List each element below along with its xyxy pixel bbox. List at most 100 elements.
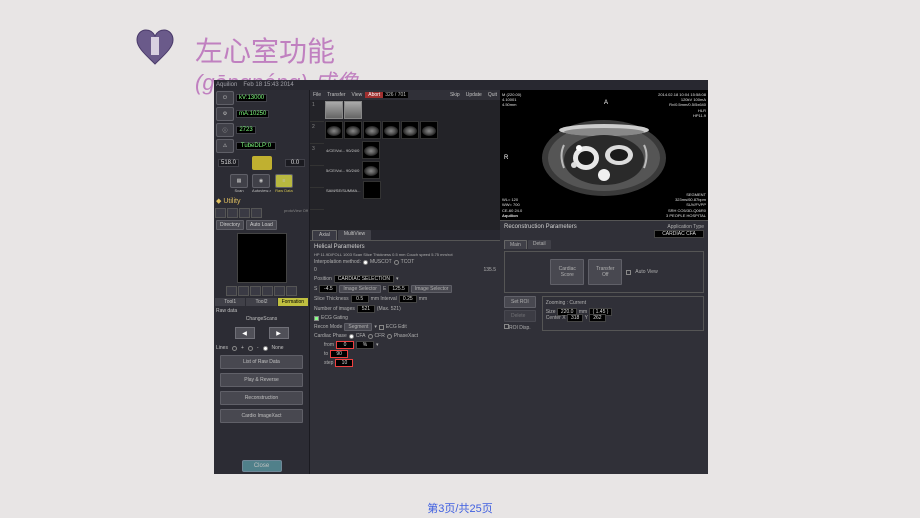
tab-formation[interactable]: Formation: [278, 298, 308, 306]
cardio-imagexact-button[interactable]: Cardio ImageXact: [220, 409, 303, 423]
series-thumb[interactable]: [382, 121, 400, 139]
series-thumb[interactable]: [363, 121, 381, 139]
tube-icon: [252, 156, 272, 170]
play-reverse-button[interactable]: Play & Reverse: [220, 373, 303, 387]
step-field[interactable]: 10: [335, 359, 353, 367]
ma-field: mA:10250: [236, 110, 269, 118]
util-mini-3[interactable]: [239, 208, 250, 218]
autoview-icon[interactable]: ◉: [252, 174, 270, 188]
orientation-r: R: [504, 155, 508, 161]
thumb-tool-3[interactable]: [250, 286, 261, 296]
slice-field[interactable]: 0.5: [351, 295, 369, 303]
scan-icon[interactable]: ▦: [230, 174, 248, 188]
menu-bar: File Transfer View Abort 326 / 701 Skip …: [310, 90, 500, 100]
reconstruction-button[interactable]: Reconstruction: [220, 391, 303, 405]
thumb-tool-4[interactable]: [262, 286, 273, 296]
numimg-field[interactable]: 521: [357, 305, 375, 313]
series-num-3[interactable]: 3: [310, 144, 324, 166]
app-name: Aquilion: [216, 82, 237, 88]
helical-header: Helical Parameters: [314, 244, 496, 250]
series-browser: 1 2 3: [310, 100, 500, 230]
s-field[interactable]: -4.5: [319, 285, 337, 293]
tab-multiview[interactable]: MultiView: [338, 230, 371, 240]
series-thumb[interactable]: [325, 101, 343, 119]
interp-muscot-radio[interactable]: [363, 260, 368, 265]
prev-button[interactable]: ◀: [235, 327, 255, 339]
menu-abort[interactable]: Abort: [365, 92, 383, 98]
series-thumb[interactable]: [325, 121, 343, 139]
series-thumb[interactable]: [401, 121, 419, 139]
util-mini-2[interactable]: [227, 208, 238, 218]
phase-cfa-radio[interactable]: [349, 334, 354, 339]
series-num-5[interactable]: [310, 188, 324, 210]
series-thumb[interactable]: [344, 101, 362, 119]
ecgedit-checkbox[interactable]: [379, 325, 384, 330]
tab-tool1[interactable]: Tool1: [215, 298, 245, 306]
thumb-tool-5[interactable]: [274, 286, 285, 296]
series-thumb[interactable]: [362, 141, 380, 159]
thumb-tool-2[interactable]: [238, 286, 249, 296]
series-thumb[interactable]: [363, 181, 381, 199]
autoview-checkbox[interactable]: [626, 270, 631, 275]
power-icon[interactable]: ⏻: [216, 91, 234, 105]
recon-tab-detail[interactable]: Detail: [528, 240, 551, 249]
list-rawdata-button[interactable]: List of Raw Data: [220, 355, 303, 369]
interp-label: Interpolation method:: [314, 259, 361, 265]
util-mini-1[interactable]: [215, 208, 226, 218]
ct-slice-image: [534, 110, 674, 200]
lines-plus-radio[interactable]: [232, 346, 237, 351]
numimg-label: Number of images: [314, 306, 355, 312]
delete-roi-button[interactable]: Delete: [504, 310, 536, 322]
ct-image-viewer[interactable]: M (220.00) 4.10001 4.50mm 2014.02.18 10:…: [500, 90, 708, 220]
transfer-off-button[interactable]: Transfer Off: [588, 259, 622, 285]
interval-field[interactable]: 0.25: [399, 295, 417, 303]
series-thumb[interactable]: [362, 161, 380, 179]
pos-down-icon[interactable]: ▾: [396, 276, 399, 282]
series-thumb[interactable]: [344, 121, 362, 139]
menu-transfer[interactable]: Transfer: [324, 92, 348, 98]
helical-desc: HP 11.9D/FOLL 1003 Scan Slice Thickness …: [314, 252, 496, 257]
rawdata-icon[interactable]: ≡: [275, 174, 293, 188]
autoload-button[interactable]: Auto Load: [246, 220, 277, 230]
tool-icon[interactable]: ⚙: [216, 107, 234, 121]
from-field[interactable]: 0: [336, 341, 354, 349]
close-button[interactable]: Close: [242, 460, 282, 472]
center-x-field[interactable]: 318: [567, 314, 583, 322]
info-icon[interactable]: ⓘ: [216, 123, 234, 137]
util-mini-4[interactable]: [251, 208, 262, 218]
interp-tcot-radio[interactable]: [394, 260, 399, 265]
menu-view[interactable]: View: [349, 92, 366, 98]
tab-tool2[interactable]: Tool2: [246, 298, 276, 306]
set-roi-button[interactable]: Set ROI: [504, 296, 536, 308]
img-selector-1[interactable]: Image Selector: [339, 285, 381, 293]
menu-update[interactable]: Update: [463, 92, 485, 98]
warn-icon[interactable]: ⚠: [216, 139, 234, 153]
position-field[interactable]: CARDIAC SELECTION: [334, 275, 394, 283]
series-num-2[interactable]: 2: [310, 122, 324, 144]
e-field[interactable]: 125.5: [388, 285, 409, 293]
thumb-tool-6[interactable]: [286, 286, 297, 296]
series-thumb[interactable]: [420, 121, 438, 139]
directory-button[interactable]: Directory: [216, 220, 244, 230]
thumb-tool-1[interactable]: [226, 286, 237, 296]
cardiac-score-button[interactable]: Cardiac Score: [550, 259, 584, 285]
center-y-field[interactable]: 262: [589, 314, 605, 322]
phase-cfr-radio[interactable]: [368, 334, 373, 339]
next-button[interactable]: ▶: [269, 327, 289, 339]
menu-quit[interactable]: Quit: [485, 92, 500, 98]
ecg-checkbox[interactable]: [314, 316, 319, 321]
phase-xact-radio[interactable]: [387, 334, 392, 339]
segment-button[interactable]: Segment: [344, 323, 372, 331]
cardiacphase-label: Cardiac Phase: [314, 333, 347, 339]
pos-e-label: 135.5: [483, 267, 496, 273]
lines-none-radio[interactable]: [263, 346, 268, 351]
lines-minus-radio[interactable]: [248, 346, 253, 351]
recon-tab-main[interactable]: Main: [504, 240, 527, 249]
tab-axial[interactable]: Axial: [312, 230, 337, 240]
img-selector-2[interactable]: Image Selector: [411, 285, 453, 293]
to-field[interactable]: 90: [330, 350, 348, 358]
menu-skip[interactable]: Skip: [447, 92, 463, 98]
series-num-1[interactable]: 1: [310, 100, 324, 122]
menu-file[interactable]: File: [310, 92, 324, 98]
series-num-4[interactable]: [310, 166, 324, 188]
